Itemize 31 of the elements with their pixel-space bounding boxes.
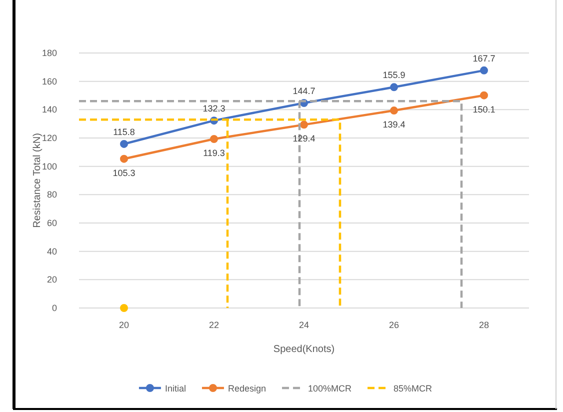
x-tick-label: 28 [478, 320, 490, 330]
y-tick-label: 140 [42, 104, 57, 115]
data-label: 167.7 [472, 53, 496, 64]
legend-label: Initial [164, 384, 186, 394]
x-tick-label: 24 [298, 320, 310, 330]
y-tick-label: 20 [46, 274, 57, 285]
y-tick-label: 100 [42, 161, 57, 172]
y-tick-label: 40 [46, 246, 57, 256]
x-tick-label: 22 [208, 320, 220, 330]
y-tick-label: 0 [52, 303, 57, 313]
x-tick-label: 20 [118, 320, 130, 330]
legend-label: Redesign [228, 384, 266, 394]
y-tick-label: 80 [46, 190, 57, 200]
data-label: 119.3 [203, 148, 225, 158]
data-label: 115.8 [113, 126, 135, 137]
legend-label: 100%MCR [308, 384, 352, 394]
legend-label: 85%MCR [394, 384, 433, 394]
y-axis-title: Resistance Total (kN) [32, 133, 43, 228]
x-axis-title: Speed(Knots) [273, 344, 335, 355]
data-label: 132.3 [202, 104, 226, 114]
data-label: 129.4 [292, 134, 316, 144]
data-label: 155.9 [382, 70, 406, 80]
data-label: 150.1 [472, 104, 496, 114]
y-tick-label: 120 [42, 133, 57, 143]
y-tick-label: 60 [46, 218, 57, 228]
data-label: 144.7 [292, 86, 316, 96]
x-tick-label: 26 [388, 320, 400, 330]
data-label: 139.4 [382, 120, 406, 130]
y-tick-label: 180 [42, 48, 57, 58]
y-tick-label: 160 [42, 76, 57, 86]
data-label: 105.3 [112, 168, 136, 178]
